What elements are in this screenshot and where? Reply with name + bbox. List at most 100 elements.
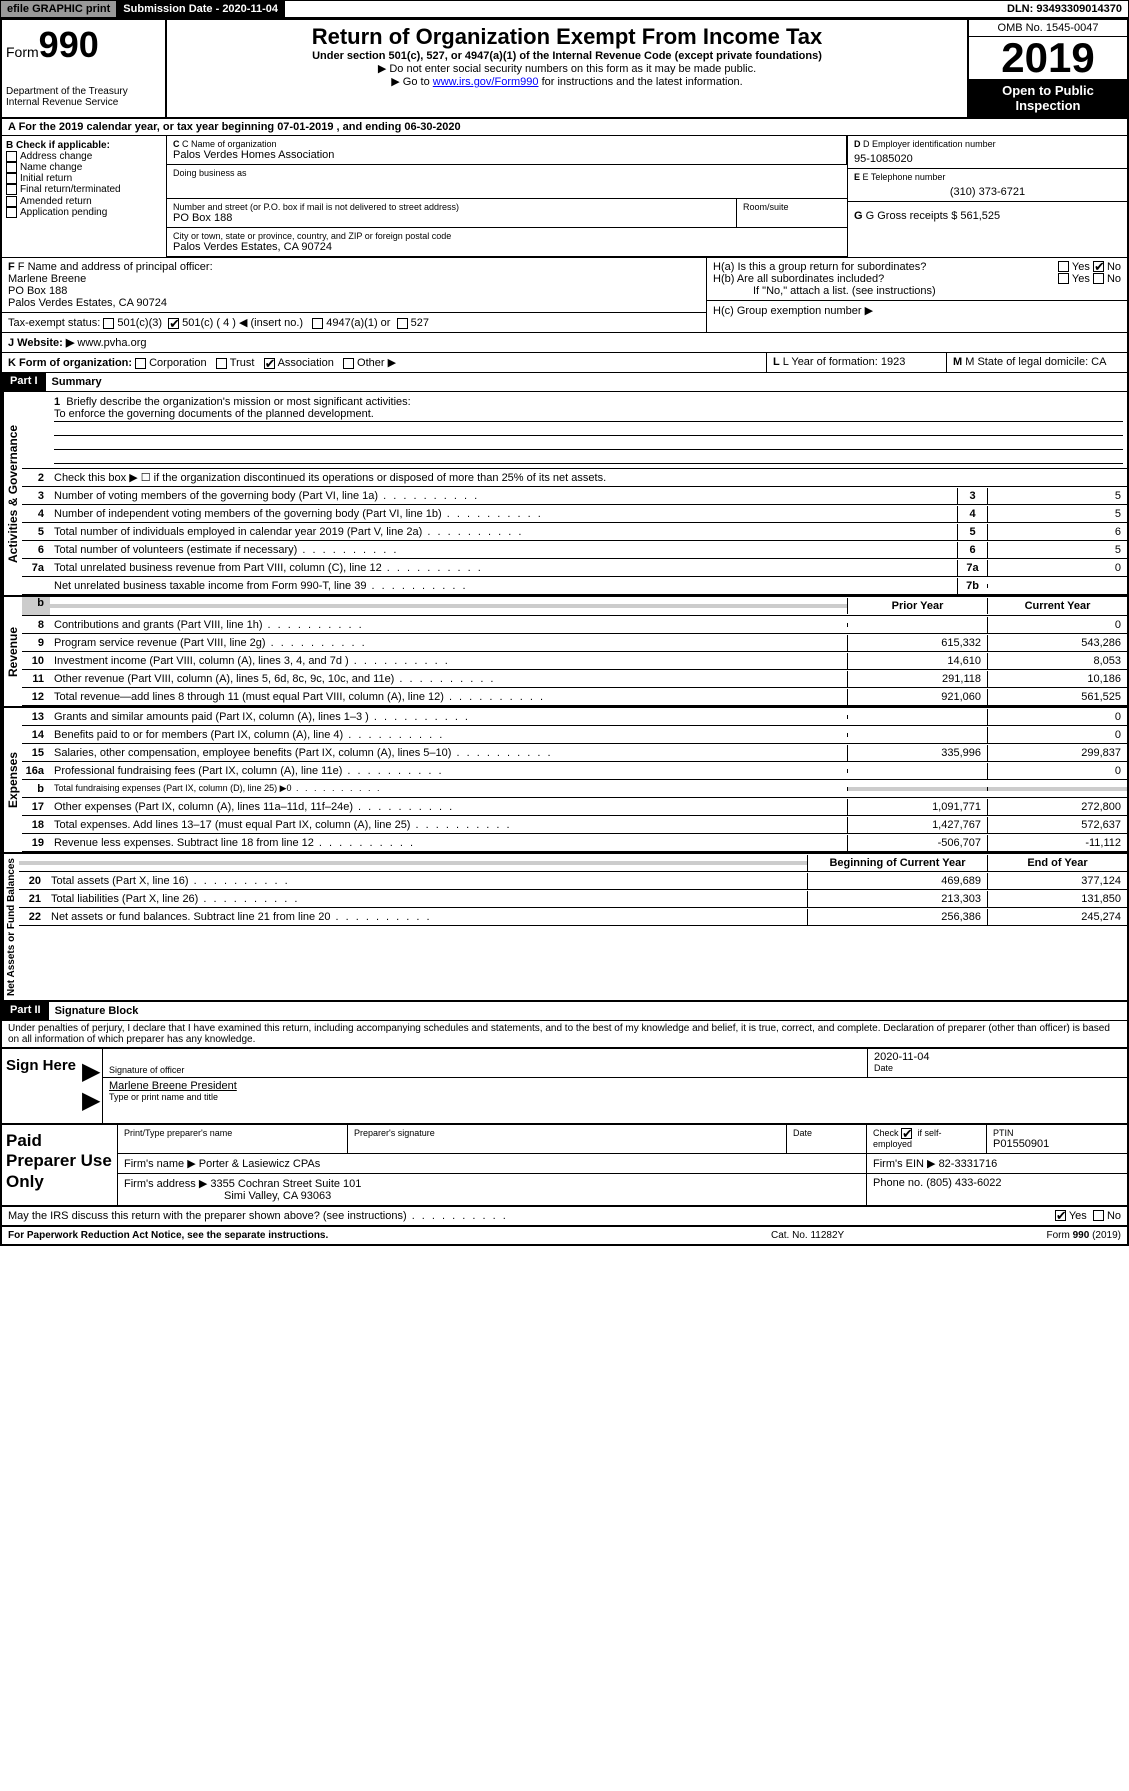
room-label: Room/suite: [737, 199, 847, 227]
column-b: B Check if applicable: Address changeNam…: [2, 136, 167, 257]
ha-no[interactable]: [1093, 261, 1104, 272]
row-k-l-m: K Form of organization: Corporation Trus…: [2, 353, 1127, 373]
discuss-no[interactable]: [1093, 1210, 1104, 1221]
gov-line: Number of independent voting members of …: [50, 506, 957, 522]
j-label: J Website: ▶: [8, 337, 74, 349]
org-address: PO Box 188: [173, 212, 730, 224]
k-opt-1[interactable]: [216, 358, 227, 369]
checkbox-initial-return[interactable]: [6, 173, 17, 184]
tax-year: 2019: [969, 37, 1127, 79]
exp-current: 0: [987, 763, 1127, 779]
checkbox-address-change[interactable]: [6, 151, 17, 162]
preparer-sig-label: Preparer's signature: [348, 1125, 787, 1153]
checkbox-501c3[interactable]: [103, 318, 114, 329]
note-goto: ▶ Go to www.irs.gov/Form990 for instruct…: [175, 75, 959, 88]
exp-prior: [847, 769, 987, 773]
part2-header: Part II: [2, 1002, 49, 1020]
form-number: Form990: [6, 24, 161, 66]
dba-label: Doing business as: [173, 168, 841, 178]
rev-prior: 291,118: [847, 671, 987, 687]
paid-preparer-section: Paid Preparer Use Only Print/Type prepar…: [2, 1125, 1127, 1207]
note-ssn: ▶ Do not enter social security numbers o…: [175, 62, 959, 75]
hb-yes[interactable]: [1058, 273, 1069, 284]
net-line: Total assets (Part X, line 16): [47, 873, 807, 889]
discuss-row: May the IRS discuss this return with the…: [2, 1207, 1127, 1227]
paid-preparer-label: Paid Preparer Use Only: [2, 1125, 117, 1205]
phone-value: (310) 373-6721: [854, 186, 1121, 198]
website-link[interactable]: www.pvha.org: [74, 337, 146, 349]
firm-addr1: 3355 Cochran Street Suite 101: [210, 1178, 361, 1190]
line1-label: Briefly describe the organization's miss…: [66, 396, 410, 408]
exp-current: 299,837: [987, 745, 1127, 761]
col-b-title: B Check if applicable:: [6, 140, 110, 151]
hb-no[interactable]: [1093, 273, 1104, 284]
sig-officer-label: Signature of officer: [109, 1065, 861, 1075]
k-opt-2[interactable]: [264, 358, 275, 369]
net-begin: 469,689: [807, 873, 987, 889]
exp-prior: 1,427,767: [847, 817, 987, 833]
ein-value: 95-1085020: [854, 153, 1121, 165]
checkbox-527[interactable]: [397, 318, 408, 329]
dln: DLN: 93493309014370: [1001, 1, 1128, 17]
exp-current: 572,637: [987, 817, 1127, 833]
gov-line: Total number of individuals employed in …: [50, 524, 957, 540]
net-end: 245,274: [987, 909, 1127, 925]
checkbox-amended-return[interactable]: [6, 196, 17, 207]
row-j-website: J Website: ▶ www.pvha.org: [2, 333, 1127, 353]
k-opt-3[interactable]: [343, 358, 354, 369]
ptin-value: P01550901: [993, 1138, 1121, 1150]
sign-here-section: Sign Here ▶▶ Signature of officer 2020-1…: [2, 1047, 1127, 1125]
side-expenses: Expenses: [2, 708, 22, 852]
net-end: 377,124: [987, 873, 1127, 889]
checkbox-4947[interactable]: [312, 318, 323, 329]
k-opt-0[interactable]: [135, 358, 146, 369]
checkbox-name-change[interactable]: [6, 162, 17, 173]
exp-line: Revenue less expenses. Subtract line 18 …: [50, 835, 847, 851]
rev-line: Total revenue—add lines 8 through 11 (mu…: [50, 689, 847, 705]
gov-val: 5: [987, 542, 1127, 558]
col-current: Current Year: [987, 598, 1127, 614]
sign-here-label: Sign Here: [2, 1049, 82, 1123]
row-a-period: A For the 2019 calendar year, or tax yea…: [2, 119, 1127, 136]
addr-label: Number and street (or P.O. box if mail i…: [173, 202, 730, 212]
officer-name: Marlene Breene: [8, 273, 700, 285]
exp-current: -11,112: [987, 835, 1127, 851]
ptin-label: PTIN: [993, 1128, 1121, 1138]
preparer-name-label: Print/Type preparer's name: [118, 1125, 348, 1153]
side-governance: Activities & Governance: [2, 392, 22, 595]
exp-current: 272,800: [987, 799, 1127, 815]
dept-irs: Internal Revenue Service: [6, 97, 161, 108]
firm-addr-label: Firm's address ▶: [124, 1178, 207, 1190]
net-begin: 256,386: [807, 909, 987, 925]
footer-formno: Form 990 (2019): [971, 1230, 1121, 1241]
rev-current: 561,525: [987, 689, 1127, 705]
officer-name-title: Marlene Breene President: [109, 1080, 1121, 1092]
checkbox-application-pending[interactable]: [6, 207, 17, 218]
exp-prior: [847, 733, 987, 737]
rev-prior: 14,610: [847, 653, 987, 669]
checkbox-final-return-terminated[interactable]: [6, 184, 17, 195]
net-line: Net assets or fund balances. Subtract li…: [47, 909, 807, 925]
irs-link[interactable]: www.irs.gov/Form990: [433, 76, 539, 88]
footer-paperwork: For Paperwork Reduction Act Notice, see …: [8, 1230, 771, 1241]
date-label: Date: [874, 1063, 1121, 1073]
efile-print-button[interactable]: efile GRAPHIC print: [1, 1, 117, 17]
open-public-badge: Open to Public Inspection: [969, 79, 1127, 117]
gov-val: 5: [987, 506, 1127, 522]
side-net: Net Assets or Fund Balances: [2, 854, 19, 1000]
h-c: H(c) Group exemption number ▶: [707, 300, 1127, 320]
side-revenue: Revenue: [2, 597, 22, 706]
ha-yes[interactable]: [1058, 261, 1069, 272]
exp-prior: 1,091,771: [847, 799, 987, 815]
exp-prior: 335,996: [847, 745, 987, 761]
col-end: End of Year: [987, 855, 1127, 871]
checkbox-self-employed[interactable]: [901, 1128, 912, 1139]
gov-line: Total number of volunteers (estimate if …: [50, 542, 957, 558]
gov-line: Total unrelated business revenue from Pa…: [50, 560, 957, 576]
firm-ein-label: Firm's EIN ▶: [873, 1158, 936, 1170]
exp-line: Total fundraising expenses (Part IX, col…: [50, 781, 847, 796]
firm-phone-label: Phone no.: [873, 1177, 923, 1189]
checkbox-501c[interactable]: [168, 318, 179, 329]
discuss-yes[interactable]: [1055, 1210, 1066, 1221]
exp-current: 0: [987, 709, 1127, 725]
